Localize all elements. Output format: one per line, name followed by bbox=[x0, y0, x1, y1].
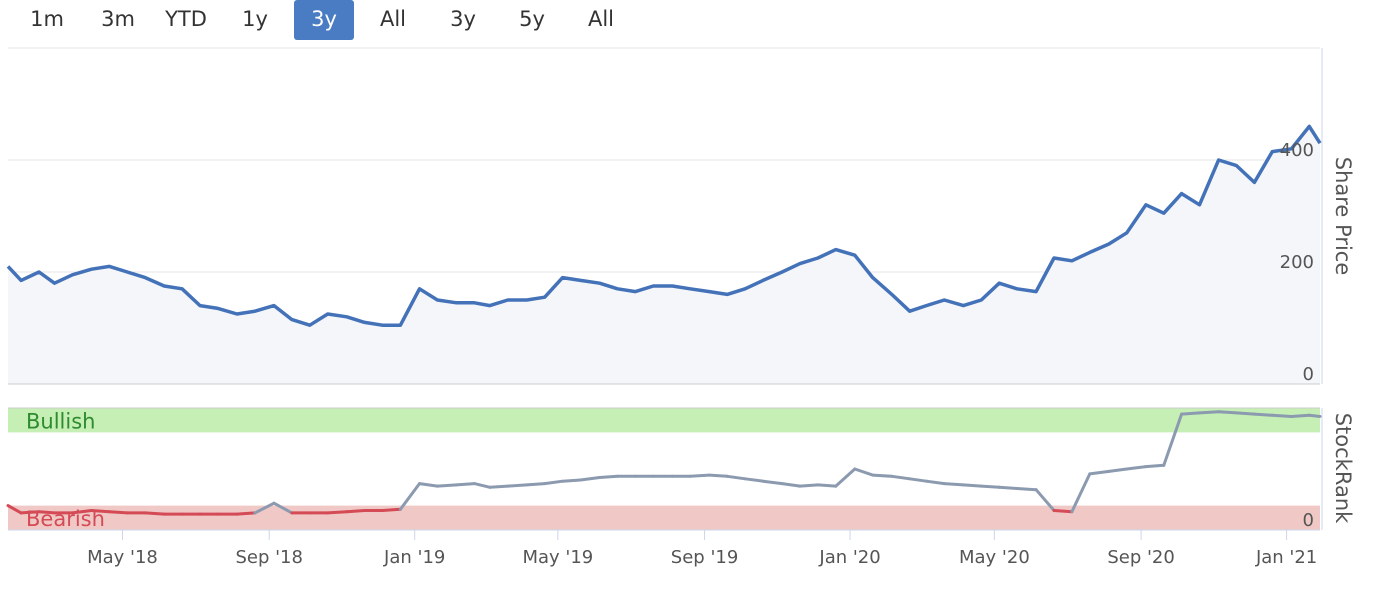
stockrank-segment bbox=[6, 504, 23, 515]
stockrank-segment bbox=[743, 477, 765, 483]
stockrank-segment bbox=[1144, 463, 1166, 469]
range-button-1m-0[interactable]: 1m bbox=[30, 7, 64, 31]
stockrank-segment bbox=[1180, 411, 1201, 416]
price-line bbox=[6, 124, 1322, 327]
stockrank-segment bbox=[143, 511, 166, 516]
stockrank-segment bbox=[979, 484, 1001, 489]
stockrank-segment bbox=[506, 483, 529, 488]
x-tick-label: May '18 bbox=[87, 547, 158, 568]
x-tick-label: Jan '21 bbox=[1255, 547, 1317, 568]
stockrank-segment bbox=[798, 483, 820, 488]
bearish-band bbox=[8, 505, 1320, 530]
stockrank-segment bbox=[1252, 412, 1274, 417]
stockrank-segment bbox=[1125, 465, 1148, 471]
price-area-fill bbox=[8, 126, 1320, 385]
stockrank-segment bbox=[942, 482, 965, 487]
price-y-tick-0: 0 bbox=[1303, 364, 1314, 385]
stockrank-segment bbox=[890, 474, 912, 481]
bullish-band bbox=[8, 408, 1320, 433]
bullish-band-label: Bullish bbox=[26, 409, 95, 433]
stockrank-segment bbox=[488, 484, 510, 489]
stockrank-segment bbox=[235, 511, 257, 516]
range-selector: 1m 3m YTD 1y 3y All 3y 5y All bbox=[0, 0, 700, 44]
stockrank-segment bbox=[761, 479, 784, 486]
stockrank-segment bbox=[19, 510, 41, 515]
stockrank-segment bbox=[924, 479, 946, 486]
stockrank-segment bbox=[525, 482, 547, 487]
stockrank-segment bbox=[561, 478, 582, 483]
stockrank-y-tick-labels: 0 bbox=[1303, 510, 1314, 531]
stockrank-segment bbox=[1107, 467, 1129, 473]
range-button-all-8[interactable]: All bbox=[587, 7, 615, 31]
stockrank-segment bbox=[272, 501, 294, 515]
price-axis-title: Share Price bbox=[1331, 157, 1355, 276]
stockrank-segment bbox=[1235, 411, 1256, 416]
x-tick-label: Jan '20 bbox=[818, 547, 880, 568]
stockrank-segment bbox=[90, 509, 111, 514]
stockrank-segment bbox=[398, 482, 421, 511]
stockrank-segment bbox=[1270, 413, 1293, 418]
stockrank-y-tick-0: 0 bbox=[1303, 510, 1314, 531]
x-tick-label: May '19 bbox=[522, 547, 593, 568]
x-tick-label: Sep '20 bbox=[1107, 547, 1175, 568]
stockrank-segment bbox=[997, 485, 1019, 490]
stockrank-segment bbox=[1052, 509, 1074, 514]
stockrank-segment bbox=[345, 509, 367, 514]
stockrank-segment bbox=[455, 482, 476, 487]
stockrank-segment bbox=[707, 473, 729, 478]
range-button-3y-4[interactable]: 3y bbox=[294, 0, 354, 40]
range-button-5y-7[interactable]: 5y bbox=[519, 7, 545, 31]
stockrank-segment bbox=[1162, 412, 1184, 467]
stockrank-segment bbox=[1307, 413, 1322, 418]
stockrank-line bbox=[6, 410, 1322, 516]
stockrank-segment bbox=[579, 476, 602, 482]
stockrank-segment bbox=[1217, 410, 1238, 415]
stockrank-segment bbox=[472, 482, 492, 489]
stockrank-segment bbox=[1015, 487, 1038, 492]
stockrank-segment bbox=[853, 467, 875, 477]
stockrank-segment bbox=[1034, 488, 1056, 512]
stockrank-segment bbox=[1088, 469, 1111, 476]
stockrank-segment bbox=[253, 501, 276, 515]
stockrank-segment bbox=[1289, 413, 1311, 418]
stockrank-segment bbox=[107, 510, 129, 515]
range-button-3m-1[interactable]: 3m bbox=[101, 7, 135, 31]
stockrank-axis-title: StockRank bbox=[1331, 413, 1355, 524]
stockrank-segment bbox=[688, 473, 711, 478]
stockrank-segment bbox=[1198, 410, 1221, 415]
stockrank-segment bbox=[908, 477, 928, 483]
stockrank-segment bbox=[961, 483, 983, 488]
stockrank-segment bbox=[780, 482, 802, 488]
stockrank-segment bbox=[1070, 472, 1092, 514]
x-tick-label: Sep '19 bbox=[671, 547, 739, 568]
x-axis-ticks: May '18 Sep '18 Jan '19 May '19 Sep '19 Jan '… bbox=[87, 530, 1317, 568]
range-button-1y-3[interactable]: 1y bbox=[242, 7, 268, 31]
stockrank-segment bbox=[543, 479, 565, 486]
stockrank-segment bbox=[326, 510, 349, 515]
x-tick-label: May '20 bbox=[959, 547, 1030, 568]
price-y-tick-400: 400 bbox=[1280, 140, 1314, 161]
x-tick-label: Sep '18 bbox=[235, 547, 303, 568]
stockrank-segment bbox=[418, 482, 439, 488]
stockrank-segment bbox=[381, 507, 402, 512]
stockrank-segment bbox=[598, 474, 619, 479]
stockrank-segment bbox=[70, 509, 93, 515]
stockrank-segment bbox=[37, 510, 56, 515]
price-y-tick-200: 200 bbox=[1280, 252, 1314, 273]
stockrank-segment bbox=[435, 483, 458, 488]
stockrank-segment bbox=[871, 473, 894, 478]
stockrank-segment bbox=[725, 474, 747, 481]
x-tick-label: Jan '19 bbox=[383, 547, 445, 568]
range-button-3y-6[interactable]: 3y bbox=[450, 7, 476, 31]
stockrank-segment bbox=[834, 467, 857, 488]
price-y-tick-labels: 0 200 400 bbox=[1280, 140, 1314, 385]
stockrank-segment bbox=[816, 483, 838, 488]
range-button-all-5[interactable]: All bbox=[379, 7, 407, 31]
range-button-ytd-2[interactable]: YTD bbox=[165, 7, 207, 31]
